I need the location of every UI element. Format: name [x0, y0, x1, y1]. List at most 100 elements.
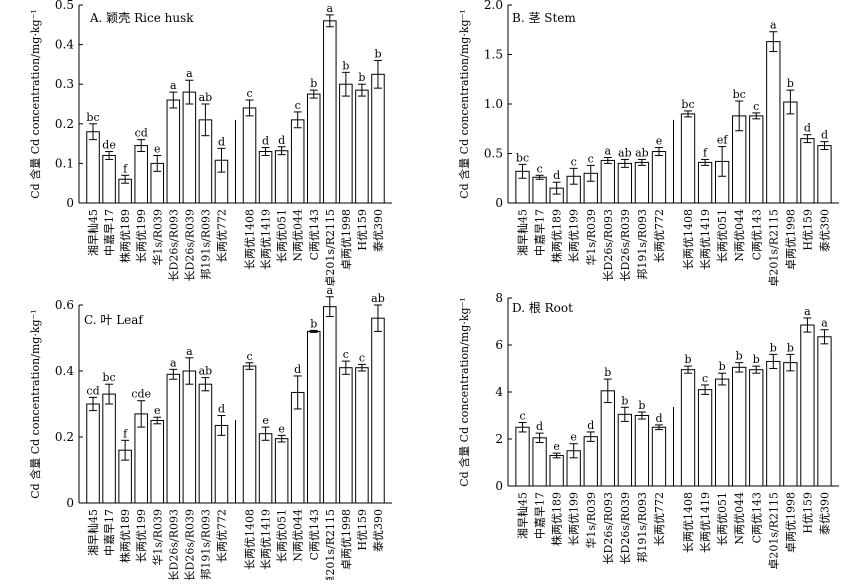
x-tick-label: 泰优390	[817, 492, 831, 535]
x-tick-label: 华1s/R039	[584, 209, 598, 266]
x-tick-label: 长两优051	[276, 209, 289, 263]
significance-letter: c	[588, 152, 594, 165]
significance-letter: e	[553, 440, 560, 453]
significance-letter: a	[327, 284, 334, 297]
x-tick-label: 长两优1419	[260, 209, 273, 270]
significance-letter: a	[821, 317, 828, 330]
significance-letter: b	[310, 317, 317, 330]
bar	[732, 366, 747, 487]
x-tick-label: 长D26s/R093	[602, 209, 615, 281]
x-tick-label: C两优143	[308, 509, 321, 560]
y-axis-label: Cd 含量 Cd concentration/mg·kg⁻¹	[457, 297, 471, 487]
y-axis-label: Cd 含量 Cd concentration/mg·kg⁻¹	[28, 9, 42, 199]
significance-letter: b	[787, 77, 794, 90]
bar	[600, 390, 615, 487]
bar	[817, 336, 832, 487]
x-tick-label: 长D26s/R039	[619, 209, 632, 281]
x-tick-label: 邦191s/R093	[199, 209, 212, 280]
y-tick-label: 0.1	[55, 156, 74, 170]
bar	[532, 176, 547, 204]
panel-title: C. 叶 Leaf	[84, 313, 144, 327]
significance-letter: e	[278, 422, 285, 435]
x-tick-label: 邦191s/R093	[636, 209, 649, 280]
bar	[306, 330, 321, 504]
chart-panel-3: 0 0.2 0.4 0.6 Cd 含量 Cd concentration/mg·kg⁻¹…	[28, 284, 392, 584]
x-tick-label: 长D26s/R093	[167, 509, 180, 580]
significance-letter: e	[656, 135, 663, 148]
y-tick-label: 1.5	[484, 48, 503, 62]
x-tick-label: 湘早籼45	[516, 492, 530, 539]
significance-letter: d	[655, 412, 662, 425]
significance-letter: a	[327, 2, 334, 15]
bar	[515, 426, 530, 487]
x-tick-label: 湘早籼45	[516, 209, 530, 256]
significance-letter: d	[218, 403, 225, 416]
bar	[371, 317, 385, 504]
significance-letter: e	[154, 142, 161, 155]
significance-letter: b	[753, 353, 760, 366]
significance-letter: c	[295, 99, 301, 112]
significance-letter: c	[702, 372, 708, 385]
bar	[800, 138, 815, 204]
significance-letter: de	[102, 139, 116, 152]
x-tick-label: C两优143	[308, 209, 321, 260]
significance-letter: b	[638, 399, 645, 412]
bar	[166, 373, 181, 504]
x-tick-label: 长两优1408	[682, 492, 695, 553]
x-tick-label: 长两优199	[135, 509, 148, 563]
x-tick-label: 株两优189	[118, 209, 132, 263]
significance-letter: b	[342, 59, 349, 72]
y-tick-label: 0	[495, 479, 503, 493]
x-tick-label: 华1s/R039	[584, 492, 598, 549]
y-tick-label: 0.4	[55, 364, 74, 378]
significance-letter: bc	[102, 371, 115, 384]
significance-letter: b	[358, 71, 365, 84]
bar	[783, 101, 798, 204]
significance-letter: ef	[717, 134, 729, 147]
y-tick-label: 2	[495, 432, 503, 446]
bar	[242, 107, 257, 204]
bar	[617, 162, 633, 204]
x-tick-label: 华1s/R039	[150, 209, 164, 266]
significance-letter: ab	[618, 146, 632, 159]
y-tick-label: 0.2	[55, 117, 74, 131]
x-tick-label: N两优044	[292, 209, 305, 262]
significance-letter: a	[605, 144, 612, 157]
x-tick-label: 中嘉早17	[533, 492, 547, 539]
x-tick-label: N两优044	[733, 492, 746, 545]
y-tick-label: 0	[66, 196, 74, 210]
x-tick-label: 长D26s/R039	[183, 209, 196, 281]
bar	[783, 362, 798, 487]
significance-letter: b	[310, 77, 317, 90]
bar	[182, 370, 197, 504]
x-tick-label: 长两优199	[568, 209, 581, 263]
x-tick-label: 泰优390	[817, 209, 831, 252]
bar	[766, 41, 781, 204]
bar	[306, 93, 321, 204]
x-tick-label: 长D26s/R093	[602, 492, 615, 564]
y-tick-label: 0	[495, 196, 503, 210]
x-tick-label: 长两优772	[653, 492, 666, 546]
bar	[134, 145, 148, 204]
significance-letter: b	[621, 394, 628, 407]
bar	[800, 324, 815, 487]
bar	[355, 367, 369, 504]
bar	[532, 437, 547, 487]
significance-letter: b	[604, 366, 611, 379]
y-tick-label: 1.0	[484, 97, 503, 111]
x-tick-label: 卓两优1998	[784, 492, 797, 553]
bar	[242, 365, 257, 504]
x-tick-label: 株两优189	[550, 492, 564, 546]
x-tick-label: 长D26s/R039	[619, 492, 632, 564]
bar	[339, 83, 353, 204]
x-tick-label: 株两优189	[118, 509, 132, 563]
significance-letter: c	[343, 348, 349, 361]
bar	[634, 415, 650, 487]
y-tick-label: 2.0	[484, 0, 503, 12]
significance-letter: e	[154, 404, 161, 417]
x-tick-label: 长两优1419	[699, 492, 712, 553]
significance-letter: ab	[371, 292, 385, 305]
bar	[617, 413, 633, 487]
x-tick-label: 中嘉早17	[533, 209, 547, 256]
